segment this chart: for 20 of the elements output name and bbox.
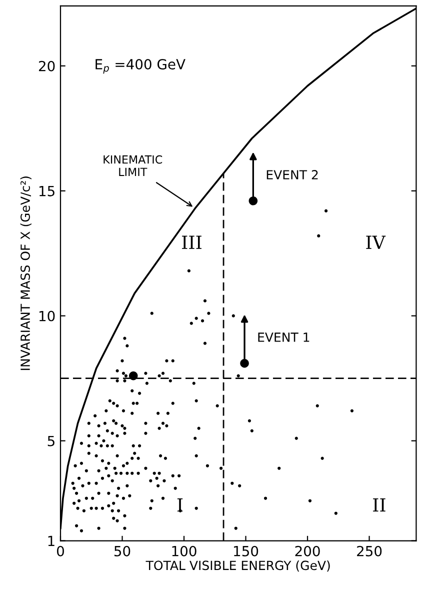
annotation: III — [182, 236, 202, 249]
annotation: E$_{p}$ =400 GeV — [96, 58, 186, 74]
x-tick-label: 250 — [357, 546, 382, 556]
x-axis-title: TOTAL VISIBLE ENERGY (GeV) — [146, 560, 330, 572]
x-tick-label: 100 — [172, 546, 196, 556]
x-tick-label: 200 — [295, 546, 320, 556]
y-tick-label: 1 — [48, 536, 54, 546]
y-tick-label: 10 — [39, 310, 55, 322]
annotation: EVENT 2 — [266, 170, 318, 180]
y-tick-label: 5 — [48, 436, 54, 446]
y-tick-label: 15 — [39, 186, 54, 196]
annotation: KINEMATIC LIMIT — [104, 155, 162, 176]
y-axis-title: INVARIANT MASS OF X (GeV/c²) — [20, 176, 32, 370]
annotation: II — [373, 498, 386, 512]
y-tick-label: 20 — [38, 60, 55, 72]
x-tick-label: 50 — [114, 546, 130, 556]
x-tick-label: 0 — [56, 546, 64, 556]
annotation: IV — [366, 236, 386, 249]
x-tick-label: 150 — [234, 546, 258, 556]
annotation: EVENT 1 — [258, 332, 310, 342]
